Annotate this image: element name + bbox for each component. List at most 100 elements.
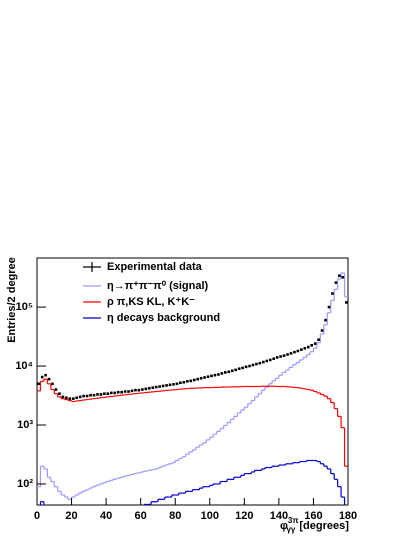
x-label-symbol: φ — [280, 520, 288, 532]
data-point — [82, 394, 85, 398]
x-label-sup: 3π — [288, 516, 299, 525]
data-point — [103, 392, 106, 395]
data-point — [338, 274, 341, 278]
data-point — [251, 363, 255, 367]
data-point — [224, 371, 227, 374]
data-point — [265, 359, 269, 363]
data-point — [272, 357, 276, 361]
data-point — [130, 389, 134, 393]
data-point — [306, 345, 310, 349]
data-point — [230, 369, 234, 373]
y-tick-label: 10⁵ — [16, 301, 33, 313]
data-point — [320, 329, 324, 332]
data-point — [47, 377, 51, 381]
data-point — [106, 392, 110, 395]
legend-label: η decays background — [107, 312, 220, 324]
data-point — [58, 392, 61, 395]
data-point — [44, 373, 47, 377]
x-tick-label: 140 — [270, 510, 288, 522]
data-point — [300, 348, 303, 351]
x-tick-label: 20 — [65, 510, 77, 522]
data-point — [199, 376, 203, 380]
data-point — [109, 391, 113, 395]
data-point — [78, 395, 82, 399]
x-tick-label: 100 — [201, 510, 219, 522]
histogram-riser — [39, 379, 346, 467]
x-axis-label: φ3π γγ [degrees] — [280, 516, 349, 534]
histogram-riser — [39, 460, 346, 505]
data-point — [334, 281, 338, 284]
data-point — [217, 373, 220, 376]
data-point — [286, 353, 289, 356]
plot-area — [37, 272, 348, 505]
data-point — [189, 379, 193, 383]
data-point — [92, 393, 96, 397]
data-point — [293, 350, 296, 354]
data-point — [241, 366, 244, 370]
data-point — [324, 318, 327, 322]
data-point — [303, 347, 307, 350]
data-point — [310, 343, 314, 347]
data-point — [317, 338, 320, 341]
data-point — [182, 381, 186, 384]
data-point — [179, 381, 182, 385]
data-point — [40, 375, 44, 379]
data-point — [248, 364, 251, 368]
data-point — [203, 376, 206, 379]
data-point — [258, 361, 262, 365]
data-point — [192, 378, 196, 382]
data-point — [275, 356, 279, 359]
x-label-unit: [degrees] — [299, 520, 349, 532]
data-point — [344, 301, 348, 304]
x-tick-label: 180 — [339, 510, 357, 522]
data-point — [120, 390, 123, 394]
data-point — [282, 354, 286, 357]
y-tick-label: 10³ — [17, 419, 33, 431]
data-point — [196, 377, 199, 381]
data-point — [134, 388, 137, 392]
data-point — [116, 390, 120, 394]
data-point — [54, 388, 58, 391]
data-point — [37, 382, 41, 386]
data-point — [313, 342, 317, 345]
x-tick-label: 120 — [235, 510, 253, 522]
data-point — [144, 387, 148, 391]
data-point — [341, 276, 345, 279]
data-point — [172, 383, 175, 386]
y-tick-label: 10⁴ — [15, 360, 33, 372]
data-point — [89, 393, 92, 397]
data-point — [68, 397, 72, 400]
legend-label: η→π⁺π⁻π⁰ (signal) — [107, 280, 209, 292]
data-point — [151, 386, 155, 389]
data-point — [168, 383, 172, 387]
data-point — [289, 352, 293, 355]
data-point — [51, 382, 54, 386]
data-point — [237, 367, 241, 371]
data-point — [279, 355, 282, 358]
x-label-sub: γγ — [286, 525, 295, 534]
data-point — [61, 395, 65, 399]
data-point — [220, 372, 224, 375]
data-point — [268, 358, 272, 362]
data-point — [113, 391, 117, 395]
plot-frame — [36, 257, 349, 506]
data-point — [158, 385, 161, 388]
data-point — [244, 365, 248, 369]
data-point — [96, 393, 99, 396]
x-tick-label: 160 — [304, 510, 322, 522]
x-tick-label: 0 — [34, 510, 40, 522]
data-point — [137, 388, 141, 392]
data-point — [331, 292, 334, 295]
y-tick-label: 10² — [17, 478, 33, 490]
data-point — [255, 362, 258, 366]
data-point — [127, 390, 130, 393]
data-point — [296, 349, 300, 353]
legend-label: Experimental data — [107, 261, 203, 273]
data-point — [123, 390, 127, 393]
data-point — [141, 388, 144, 391]
x-tick-label: 80 — [169, 510, 181, 522]
data-point — [75, 396, 79, 400]
data-point — [210, 374, 213, 378]
data-point — [154, 385, 158, 389]
